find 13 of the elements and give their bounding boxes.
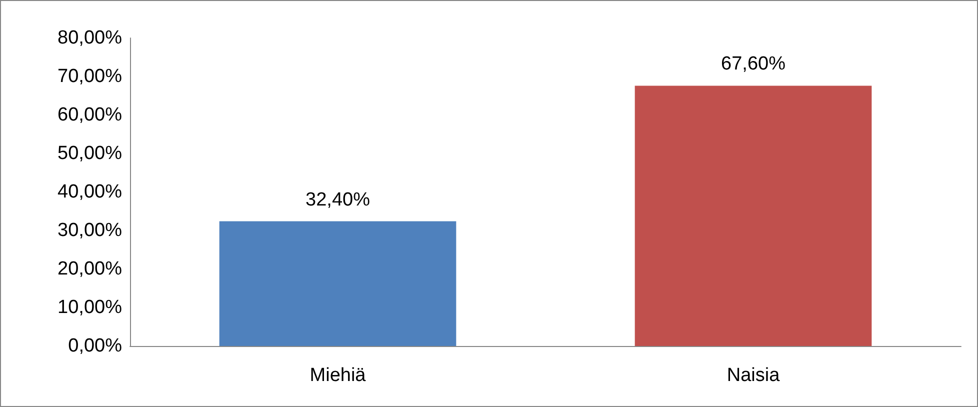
y-tick-label: 10,00% bbox=[58, 297, 122, 318]
x-tick-label: Naisia bbox=[726, 365, 780, 386]
y-tick-label: 50,00% bbox=[58, 143, 122, 164]
data-label: 32,40% bbox=[306, 189, 370, 210]
y-tick-label: 70,00% bbox=[58, 66, 122, 87]
y-tick-label: 20,00% bbox=[58, 258, 122, 280]
y-tick-label: 30,00% bbox=[58, 220, 122, 241]
y-tick-label: 80,00% bbox=[58, 28, 122, 48]
y-tick-label: 60,00% bbox=[58, 104, 122, 126]
data-label: 67,60% bbox=[721, 54, 786, 75]
x-tick-label: Miehiä bbox=[310, 365, 366, 386]
y-tick-label: 40,00% bbox=[58, 182, 122, 202]
y-tick-label: 0,00% bbox=[68, 336, 122, 356]
